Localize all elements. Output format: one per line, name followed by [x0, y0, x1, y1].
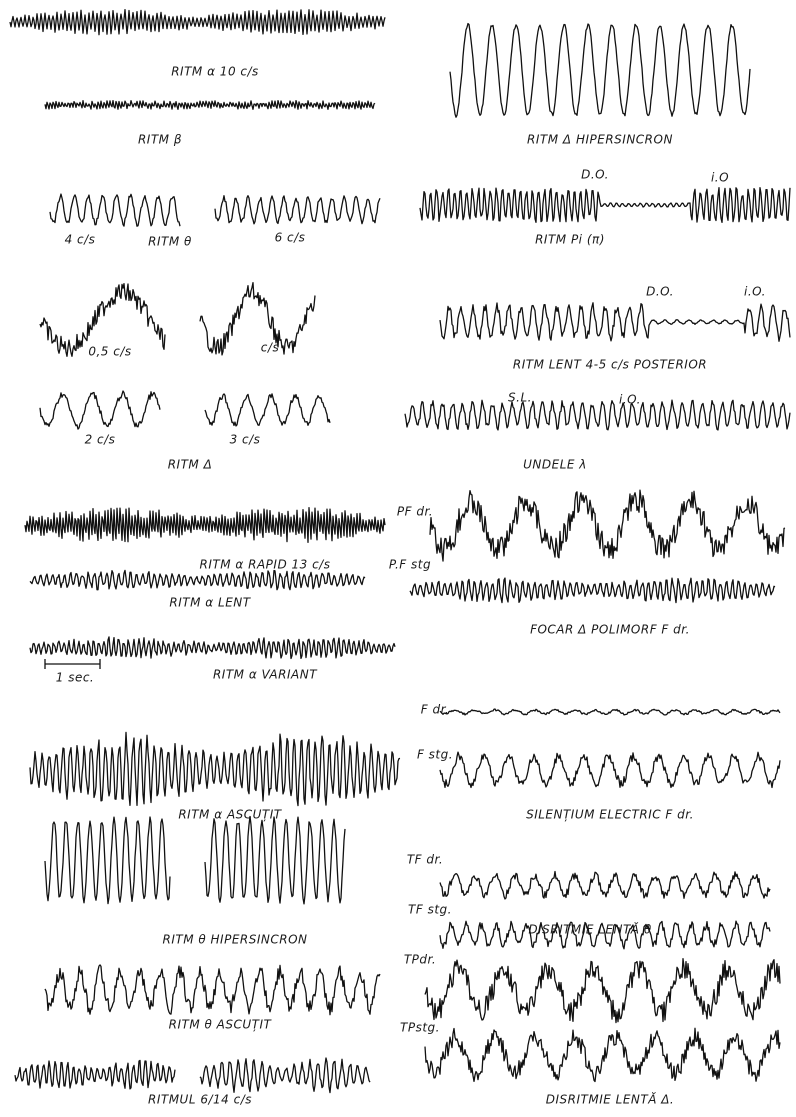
wave-label: D.O.	[646, 285, 674, 299]
wave-label: TF stg.	[408, 903, 452, 917]
eeg-trace	[410, 578, 775, 603]
wave-label: RITM α 10 c/s	[171, 65, 259, 79]
eeg-trace	[10, 10, 385, 35]
eeg-trace	[30, 732, 400, 805]
eeg-trace	[420, 188, 790, 223]
eeg-trace	[425, 959, 780, 1023]
wave-label: RITM LENT 4-5 c/s POSTERIOR	[513, 358, 707, 372]
eeg-trace	[440, 303, 790, 342]
wave-label: 0,5 c/s	[88, 345, 131, 359]
eeg-trace	[30, 637, 395, 659]
wave-label: TF dr.	[407, 853, 443, 867]
wave-label: FOCAR Δ POLIMORF F dr.	[530, 623, 690, 637]
wave-label: 1 sec.	[56, 671, 95, 685]
wave-label: i.O	[711, 171, 729, 185]
wave-label: F dr.	[421, 703, 449, 717]
eeg-trace	[25, 508, 385, 543]
wave-label: F stg.	[417, 748, 453, 762]
wave-label: SILENȚIUM ELECTRIC F dr.	[526, 808, 694, 822]
wave-label: RITM Pi (π)	[535, 233, 605, 247]
wave-label: 2 c/s	[85, 433, 116, 447]
eeg-trace	[40, 391, 160, 429]
wave-label: RITM θ ASCUȚIT	[169, 1018, 273, 1032]
eeg-trace	[45, 817, 170, 904]
wave-label: RITM α VARIANT	[213, 668, 318, 682]
wave-label: TPdr.	[404, 953, 436, 967]
wave-label: RITM θ HIPERSINCRON	[162, 933, 307, 947]
wave-label: RITM α ASCUȚIT	[178, 808, 282, 822]
wave-label: 4 c/s	[65, 233, 96, 247]
eeg-trace	[450, 24, 750, 118]
wave-label: RITM θ	[148, 235, 192, 249]
wave-label: D.O.	[581, 168, 609, 182]
eeg-trace	[200, 283, 315, 355]
wave-label: RITM α LENT	[169, 596, 251, 610]
wave-label: 3 c/s	[230, 433, 261, 447]
wave-label: RITM Δ	[168, 458, 213, 472]
eeg-trace	[440, 752, 780, 787]
wave-label: i.O.	[744, 285, 766, 299]
eeg-trace	[440, 872, 770, 900]
wave-label: P.F stg	[389, 558, 431, 572]
eeg-trace	[405, 400, 790, 430]
eeg-trace	[430, 490, 785, 561]
eeg-trace	[15, 1060, 175, 1089]
eeg-trace	[215, 196, 380, 224]
wave-label: 6 c/s	[275, 231, 306, 245]
eeg-trace	[205, 817, 345, 904]
wave-label: PF dr.	[397, 505, 433, 519]
eeg-trace	[30, 570, 365, 589]
eeg-trace	[200, 1058, 370, 1093]
eeg-trace	[45, 101, 375, 110]
eeg-trace	[425, 1028, 780, 1081]
eeg-trace	[205, 394, 330, 426]
wave-label: RITMUL 6/14 c/s	[148, 1093, 252, 1107]
eeg-trace	[45, 965, 380, 1015]
wave-label: RITM Δ HIPERSINCRON	[527, 133, 673, 147]
eeg-sheet: RITM α 10 c/s RITM β 4 c/s RITM θ 6 c/s 0,5 c…	[0, 0, 796, 1117]
page: {"labels": [ "RITM α 10 c/s", "RITM β", …	[0, 0, 796, 1117]
wave-label: UNDELE λ	[523, 458, 587, 472]
wave-label: RITM β	[138, 133, 182, 147]
eeg-trace	[440, 709, 780, 715]
eeg-trace	[50, 194, 180, 226]
wave-label: TPstg.	[400, 1021, 440, 1035]
wave-label: DISRITMIE LENTĂ Δ.	[546, 1092, 675, 1107]
wave-label: RITM α RAPID 13 c/s	[200, 558, 331, 572]
